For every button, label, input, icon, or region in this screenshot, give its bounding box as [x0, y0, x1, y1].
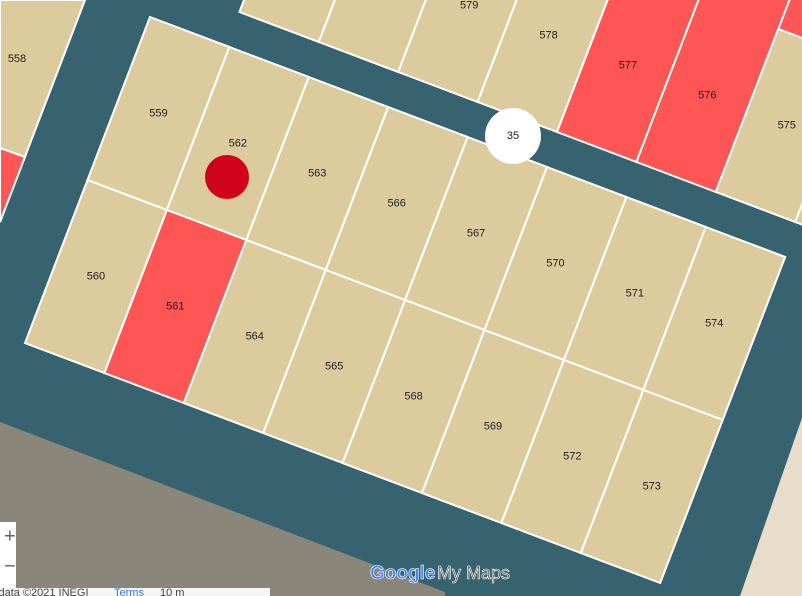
parcel-label: 579: [460, 0, 478, 11]
footer-bar: [0, 588, 270, 596]
map-data: Map data ©2021 INEGI: [0, 587, 89, 596]
parcel-label: 568: [404, 390, 422, 402]
parcel-label: 570: [546, 257, 564, 269]
terms-link[interactable]: Terms: [114, 587, 144, 596]
parcel-label: 574: [705, 317, 723, 329]
parcel-label: 563: [308, 167, 326, 179]
ground-area: [740, 418, 802, 596]
logo-my-maps: My Maps: [437, 563, 510, 583]
parcel-label: 575: [778, 119, 796, 131]
parcel-label: 559: [149, 107, 167, 119]
parcel-label: 562: [229, 137, 247, 149]
parcel: [714, 27, 802, 224]
parcel-label: 577: [619, 59, 637, 71]
street-marker-label: 35: [507, 130, 519, 142]
parcel: [317, 0, 427, 74]
parcel-label: 569: [484, 420, 502, 432]
parcel-label: 578: [539, 29, 557, 41]
ground-area: [0, 422, 445, 596]
parcel: [555, 0, 700, 164]
parcel: [238, 0, 336, 44]
parcel-label: 564: [246, 330, 264, 342]
parcel: [0, 146, 27, 223]
zoom-control: [0, 522, 16, 596]
parcel-label: 561: [166, 300, 184, 312]
zoom-in[interactable]: +: [4, 525, 16, 547]
parcel-label: 573: [643, 480, 661, 492]
parcel-label: 566: [387, 197, 405, 209]
parcel-label: 572: [563, 450, 581, 462]
parcel-label: 567: [467, 227, 485, 239]
parcels: 559 560 562 561 563 564 566 565 567 568 570 569 571 5…: [23, 0, 802, 585]
location-pin[interactable]: [205, 155, 249, 199]
parcel: [635, 0, 791, 194]
scale: 10 m: [160, 587, 184, 596]
zoom-out[interactable]: −: [4, 555, 16, 577]
logo-google: Google: [370, 563, 435, 584]
parcel-label: 571: [626, 287, 644, 299]
parcel-label: 576: [698, 89, 716, 101]
parcel: [777, 0, 802, 40]
parcel-label: 560: [87, 270, 105, 282]
parcel: [579, 388, 724, 585]
parcel-label: 558: [8, 53, 26, 65]
parcel-label: 565: [325, 360, 343, 372]
street-marker[interactable]: [485, 108, 541, 164]
